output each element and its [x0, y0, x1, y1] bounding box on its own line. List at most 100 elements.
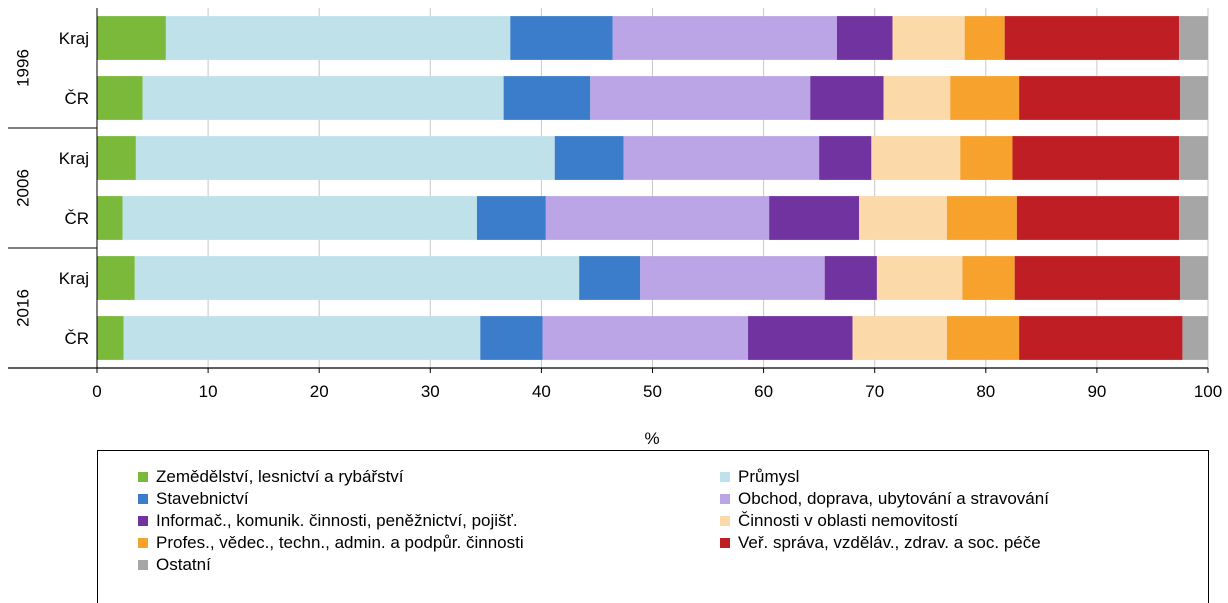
axes	[8, 8, 1209, 373]
bar-segment	[962, 256, 1015, 300]
bar-segment	[97, 136, 136, 180]
bar-segment	[1180, 256, 1208, 300]
x-tick-label: 30	[421, 382, 440, 401]
bar-segment	[623, 136, 820, 180]
bar-segment	[134, 256, 580, 300]
bar-segment	[135, 136, 555, 180]
x-tick-label: 0	[92, 382, 101, 401]
bar-segment	[1012, 136, 1180, 180]
bar-segment	[545, 196, 770, 240]
bar-segment	[612, 16, 837, 60]
bar-segment	[1179, 136, 1208, 180]
category-label: Kraj	[59, 149, 89, 168]
stacked-bar-chart: 0 10 20 30 40 50 60 70 80 90 100 Kraj ČR Kraj ČR Kraj Č…	[8, 8, 1222, 448]
bar-segment	[769, 196, 860, 240]
bar-segment	[1014, 256, 1181, 300]
bar-segment	[852, 316, 947, 360]
group-label: 1996	[13, 49, 32, 87]
bar-segment	[859, 196, 947, 240]
legend-swatch	[138, 472, 148, 482]
bar-segment	[510, 16, 613, 60]
bar-segment	[876, 256, 963, 300]
legend-label: Stavebnictví	[156, 489, 249, 508]
bar-segment	[960, 136, 1013, 180]
x-tick-label: 70	[865, 382, 884, 401]
bar-segment	[892, 16, 965, 60]
x-tick-label: 20	[310, 382, 329, 401]
category-label: ČR	[64, 329, 89, 348]
category-label: ČR	[64, 209, 89, 228]
legend-swatch	[720, 516, 730, 526]
legend-swatch	[138, 494, 148, 504]
legend-swatch	[138, 516, 148, 526]
bar-segment	[122, 196, 477, 240]
bar-segment	[1179, 16, 1208, 60]
bar-segment	[503, 76, 591, 120]
x-tick-labels: 0 10 20 30 40 50 60 70 80 90 100	[92, 382, 1222, 401]
x-tick-label: 50	[643, 382, 662, 401]
bar-segment	[97, 316, 124, 360]
group-label: 2006	[13, 169, 32, 207]
legend-label: Obchod, doprava, ubytování a stravování	[738, 489, 1049, 508]
bars	[97, 16, 1208, 360]
bar-segment	[640, 256, 825, 300]
x-tick-label: 10	[199, 382, 218, 401]
legend-item: Průmysl	[720, 467, 799, 487]
legend-item: Veř. správa, vzděláv., zdrav. a soc. péč…	[720, 533, 1041, 553]
bar-segment	[1004, 16, 1180, 60]
bar-segment	[871, 136, 961, 180]
bar-segment	[964, 16, 1005, 60]
legend-item: Ostatní	[138, 555, 211, 575]
legend-label: Činnosti v oblasti nemovitostí	[738, 511, 959, 530]
bar-segment	[946, 316, 1020, 360]
bar-segment	[836, 16, 893, 60]
legend-swatch	[138, 538, 148, 548]
x-tick-label: 80	[976, 382, 995, 401]
bar-segment	[1016, 196, 1180, 240]
legend-item: Zemědělství, lesnictví a rybářství	[138, 467, 404, 487]
legend-swatch	[720, 472, 730, 482]
bar-segment	[946, 196, 1017, 240]
bar-segment	[748, 316, 853, 360]
bar-segment	[1182, 316, 1208, 360]
legend-label: Veř. správa, vzděláv., zdrav. a soc. péč…	[738, 533, 1041, 552]
legend-item: Profes., vědec., techn., admin. a podpůr…	[138, 533, 524, 553]
x-axis-label: %	[644, 429, 659, 448]
x-tick-label: 90	[1087, 382, 1106, 401]
bar-segment	[1019, 316, 1183, 360]
legend-item: Stavebnictví	[138, 489, 249, 509]
bar-segment	[883, 76, 951, 120]
x-tick-label: 100	[1194, 382, 1222, 401]
bar-segment	[480, 316, 543, 360]
bar-segment	[554, 136, 624, 180]
bar-segment	[476, 196, 546, 240]
category-label: Kraj	[59, 269, 89, 288]
x-tick-label: 60	[754, 382, 773, 401]
bar-segment	[1019, 76, 1181, 120]
bar-segment	[97, 76, 143, 120]
legend-item: Činnosti v oblasti nemovitostí	[720, 511, 958, 531]
legend-label: Zemědělství, lesnictví a rybářství	[156, 467, 404, 486]
bar-segment	[97, 16, 166, 60]
bar-segment	[1179, 196, 1208, 240]
bar-segment	[97, 256, 135, 300]
bar-segment	[123, 316, 481, 360]
legend-label: Informač., komunik. činnosti, peněžnictv…	[156, 511, 518, 530]
bar-segment	[819, 136, 872, 180]
bar-segment	[590, 76, 811, 120]
legend-swatch	[720, 538, 730, 548]
legend-label: Ostatní	[156, 555, 211, 574]
group-label: 2016	[13, 289, 32, 327]
legend-swatch	[138, 560, 148, 570]
y-category-labels: Kraj ČR Kraj ČR Kraj ČR 1996 2006 2016	[13, 29, 89, 348]
legend-item: Informač., komunik. činnosti, peněžnictv…	[138, 511, 518, 531]
category-label: ČR	[64, 89, 89, 108]
legend: Zemědělství, lesnictví a rybářství Průmys…	[97, 450, 1209, 603]
bar-segment	[542, 316, 749, 360]
legend-label: Průmysl	[738, 467, 800, 486]
bar-segment	[142, 76, 504, 120]
category-label: Kraj	[59, 29, 89, 48]
bar-segment	[1180, 76, 1208, 120]
bar-segment	[824, 256, 877, 300]
bar-segment	[950, 76, 1020, 120]
